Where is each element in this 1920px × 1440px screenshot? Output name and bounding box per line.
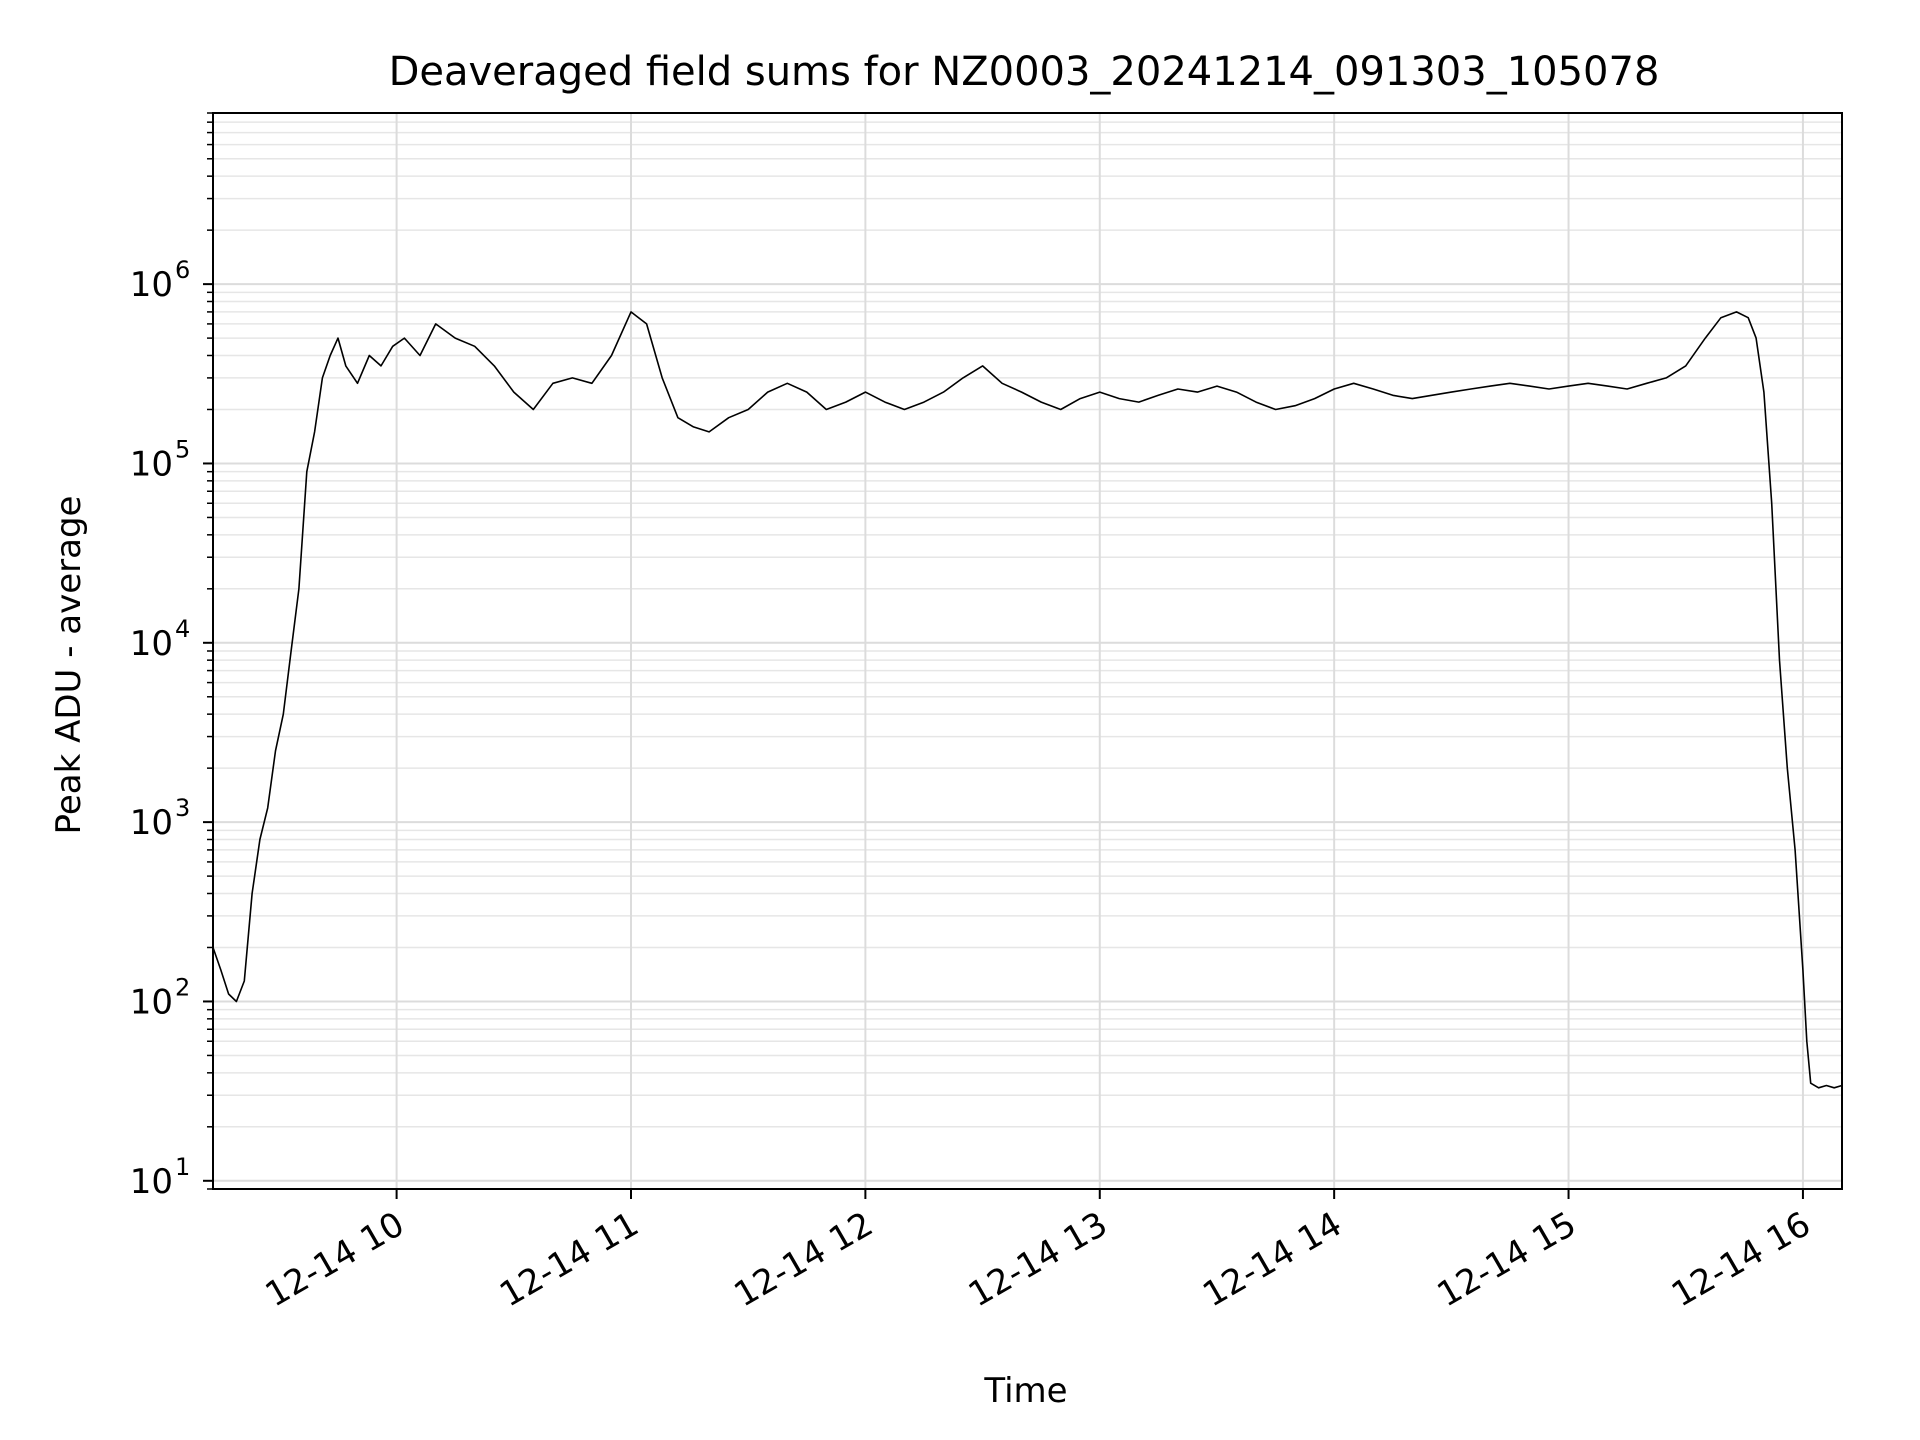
x-axis-label: Time [983,1371,1067,1411]
y-tick-exponent: 4 [175,615,190,643]
y-axis-label: Peak ADU - average [49,496,89,835]
y-tick-exponent: 3 [175,794,190,822]
y-tick-label: 10 [130,265,173,305]
major-grid [213,113,1842,1189]
series-layer [212,311,1843,1089]
chart-title: Deaveraged field sums for NZ0003_2024121… [389,49,1660,95]
y-tick-label: 10 [130,624,173,664]
y-tick-label: 10 [130,803,173,843]
y-tick-label: 10 [130,982,173,1022]
y-tick-label: 10 [130,1162,173,1202]
y-tick-label: 10 [130,444,173,484]
y-tick-exponent: 6 [175,256,190,284]
minor-grid [213,112,1842,1190]
y-tick-exponent: 1 [175,1153,190,1181]
series-line [212,311,1843,1089]
y-tick-exponent: 2 [175,973,190,1001]
y-tick-exponent: 5 [175,435,190,463]
